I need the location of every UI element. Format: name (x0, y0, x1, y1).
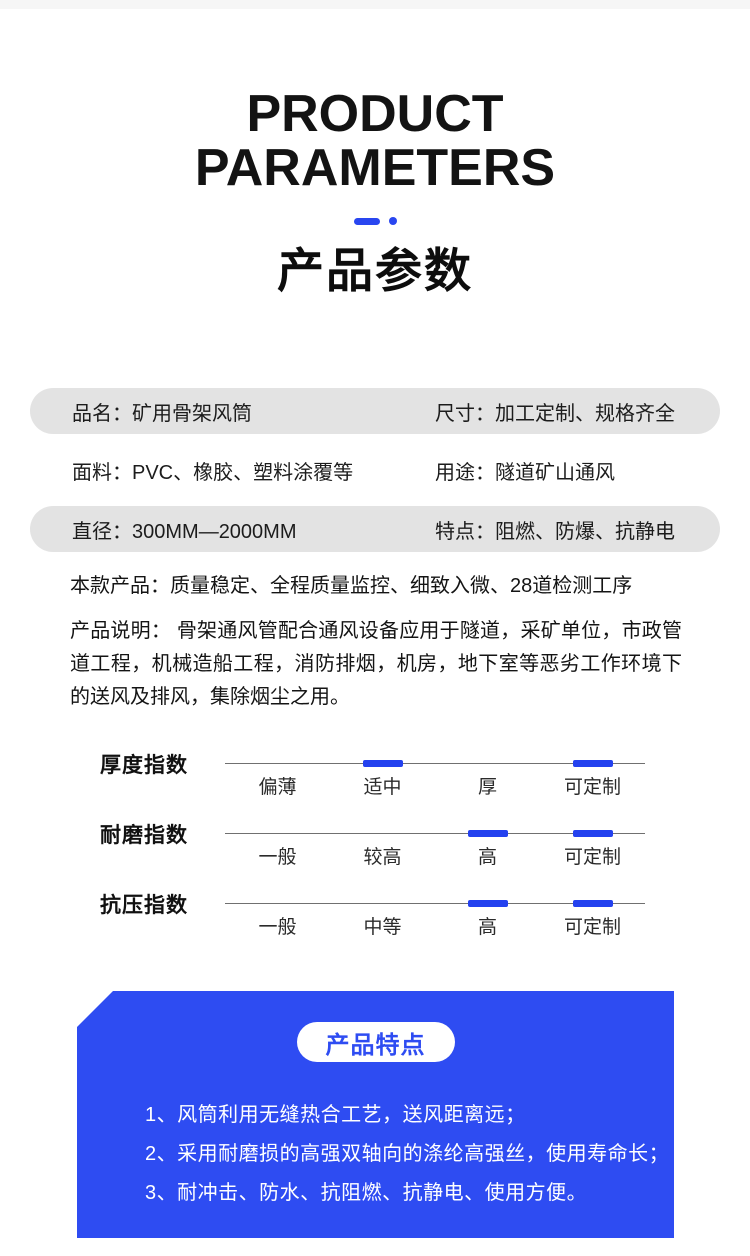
stop-label: 一般 (258, 917, 297, 938)
title-divider (0, 217, 750, 225)
param-feature: 特点：阻燃、防爆、抗静电 (435, 520, 675, 543)
param-name: 品名：矿用骨架风筒 (72, 402, 252, 425)
page-title-en: PRODUCT PARAMETERS (0, 87, 750, 195)
scale-stop: 可定制 (540, 900, 645, 939)
scale-stop: 高 (435, 900, 540, 939)
scale-stop: 中等 (330, 903, 435, 939)
index-label-wear: 耐磨指数 (100, 824, 188, 847)
scale-stop: 高 (435, 830, 540, 869)
index-label-thickness: 厚度指数 (100, 754, 188, 777)
table-row: 面料：PVC、橡胶、塑料涂覆等 用途：隧道矿山通风 (30, 447, 720, 493)
scale-stop: 偏薄 (225, 763, 330, 799)
scale-stop: 可定制 (540, 830, 645, 869)
page-title-en-line1: PRODUCT (246, 85, 504, 143)
divider-dot-icon (388, 217, 397, 225)
index-label-pressure: 抗压指数 (100, 894, 188, 917)
list-item: 3、耐冲击、防水、抗阻燃、抗静电、使用方便。 (145, 1182, 588, 1204)
param-material: 面料：PVC、橡胶、塑料涂覆等 (72, 461, 354, 484)
top-strip (0, 0, 750, 9)
index-marker (467, 830, 508, 837)
index-marker (362, 760, 403, 767)
index-marker (572, 760, 613, 767)
stop-label: 高 (477, 847, 497, 868)
scale-stop: 厚 (435, 763, 540, 799)
index-row: 耐磨指数 一般 较高 高 可定制 (0, 816, 750, 886)
track-line (225, 833, 645, 834)
scale-stop: 适中 (330, 760, 435, 799)
stop-label: 可定制 (563, 777, 621, 798)
index-marker (467, 900, 508, 907)
stop-label: 适中 (363, 777, 402, 798)
index-marker (572, 900, 613, 907)
parameter-table: 品名：矿用骨架风筒 尺寸：加工定制、规格齐全 面料：PVC、橡胶、塑料涂覆等 用… (30, 388, 720, 552)
stop-label: 一般 (258, 847, 297, 868)
index-marker (572, 830, 613, 837)
product-summary: 本款产品：质量稳定、全程质量监控、细致入微、28道检测工序 (70, 575, 633, 597)
feature-badge: 产品特点 (296, 1022, 455, 1062)
scale-stop: 可定制 (540, 760, 645, 799)
list-item: 2、采用耐磨损的高强双轴向的涤纶高强丝，使用寿命长； (145, 1143, 670, 1165)
divider-dash-icon (353, 217, 380, 225)
table-row: 直径：300MM—2000MM 特点：阻燃、防爆、抗静电 (30, 506, 720, 552)
index-track: 偏薄 适中 厚 可定制 (225, 760, 645, 799)
page-title-en-line2: PARAMETERS (194, 139, 556, 197)
param-size: 尺寸：加工定制、规格齐全 (435, 402, 675, 425)
stop-label: 中等 (363, 917, 402, 938)
index-row: 厚度指数 偏薄 适中 厚 可定制 (0, 746, 750, 816)
scale-stop: 一般 (225, 903, 330, 939)
scale-stop: 一般 (225, 833, 330, 869)
page-title-cn: 产品参数 (277, 244, 473, 297)
stop-label: 高 (477, 917, 497, 938)
feature-box: 产品特点 1、风筒利用无缝热合工艺，送风距离远； 2、采用耐磨损的高强双轴向的涤… (77, 991, 674, 1238)
table-row: 品名：矿用骨架风筒 尺寸：加工定制、规格齐全 (30, 388, 720, 434)
product-description: 产品说明： 骨架通风管配合通风设备应用于隧道，采矿单位，市政管道工程，机械造船工… (70, 620, 682, 708)
index-track: 一般 中等 高 可定制 (225, 900, 645, 939)
index-track: 一般 较高 高 可定制 (225, 830, 645, 869)
index-row: 抗压指数 一般 中等 高 可定制 (0, 886, 750, 956)
stop-label: 可定制 (563, 847, 621, 868)
param-diameter: 直径：300MM—2000MM (72, 520, 297, 543)
track-line (225, 903, 645, 904)
stop-label: 厚 (477, 777, 497, 798)
feature-list: 1、风筒利用无缝热合工艺，送风距离远； 2、采用耐磨损的高强双轴向的涤纶高强丝，… (77, 1105, 674, 1203)
list-item: 1、风筒利用无缝热合工艺，送风距离远； (145, 1104, 526, 1126)
stop-label: 偏薄 (258, 777, 297, 798)
stop-label: 较高 (363, 847, 402, 868)
track-line (225, 763, 645, 764)
index-scales: 厚度指数 偏薄 适中 厚 可定制 耐磨指数 一般 较高 高 可定制 抗压指数 一… (0, 746, 750, 956)
scale-stop: 较高 (330, 833, 435, 869)
param-usage: 用途：隧道矿山通风 (435, 461, 615, 484)
stop-label: 可定制 (563, 917, 621, 938)
